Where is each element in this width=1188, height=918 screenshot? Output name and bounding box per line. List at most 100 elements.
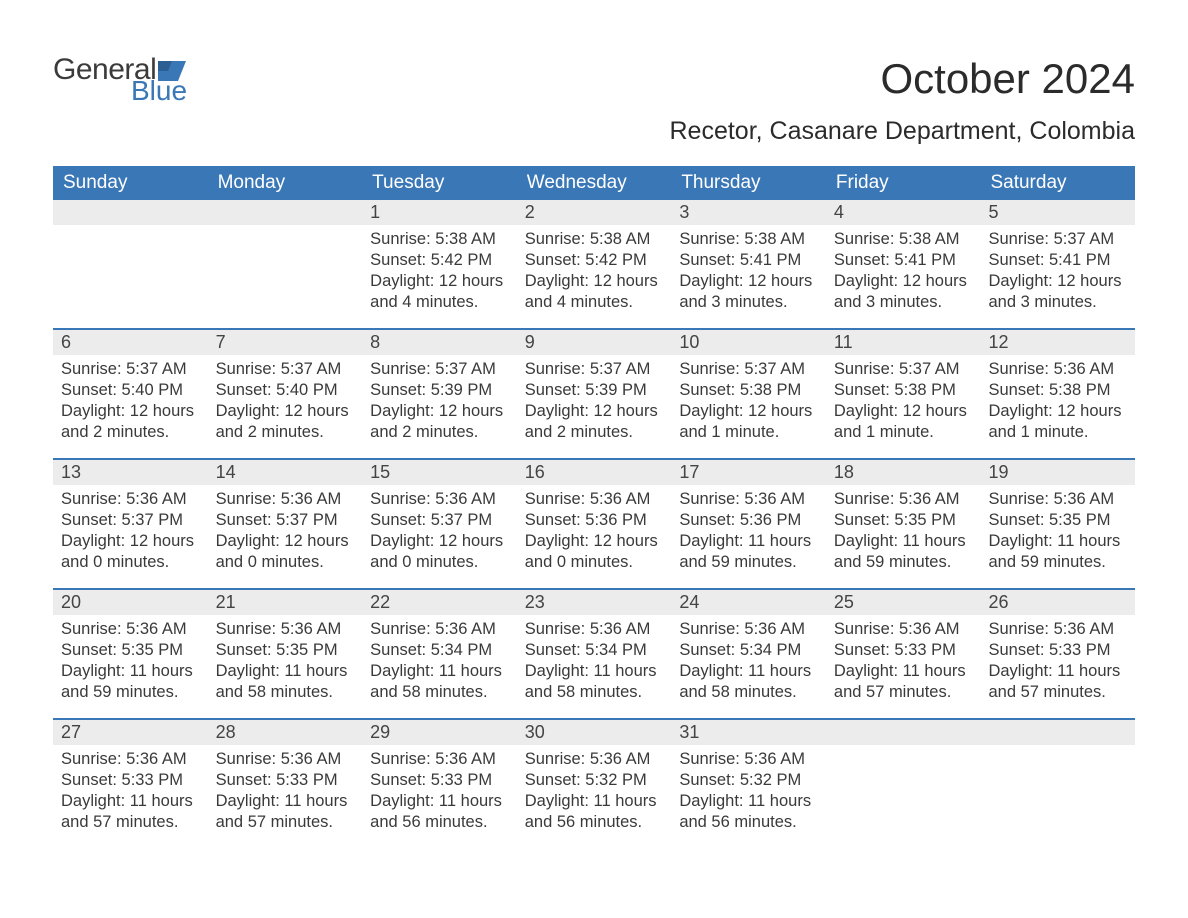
day-content-line: and 0 minutes. (216, 552, 355, 573)
brand-logo: General Blue (53, 55, 187, 105)
day-number: 29 (362, 720, 517, 745)
day-content-line: and 57 minutes. (61, 812, 200, 833)
day-content-line: Daylight: 11 hours (525, 661, 664, 682)
day-content-line: Sunset: 5:37 PM (61, 510, 200, 531)
day-content: Sunrise: 5:38 AMSunset: 5:41 PMDaylight:… (826, 225, 981, 319)
day-number: 19 (980, 460, 1135, 485)
day-content-line: Daylight: 11 hours (370, 661, 509, 682)
day-content-line: Daylight: 12 hours (525, 531, 664, 552)
day-content-line: Daylight: 12 hours (370, 271, 509, 292)
day-content: Sunrise: 5:36 AMSunset: 5:33 PMDaylight:… (362, 745, 517, 839)
day-content-line: and 2 minutes. (525, 422, 664, 443)
calendar-cell: 18Sunrise: 5:36 AMSunset: 5:35 PMDayligh… (826, 460, 981, 588)
day-content-line: Sunrise: 5:36 AM (370, 749, 509, 770)
day-content-line: and 58 minutes. (370, 682, 509, 703)
day-number: 7 (208, 330, 363, 355)
day-number: 11 (826, 330, 981, 355)
day-content-line: Daylight: 12 hours (679, 401, 818, 422)
day-content-line: Sunset: 5:34 PM (679, 640, 818, 661)
calendar-cell (53, 200, 208, 328)
day-number: 5 (980, 200, 1135, 225)
day-number: 12 (980, 330, 1135, 355)
day-content: Sunrise: 5:36 AMSunset: 5:33 PMDaylight:… (826, 615, 981, 709)
day-content-line: and 57 minutes. (834, 682, 973, 703)
day-content-line: Sunrise: 5:37 AM (61, 359, 200, 380)
day-content-line: Sunset: 5:40 PM (61, 380, 200, 401)
calendar-cell: 16Sunrise: 5:36 AMSunset: 5:36 PMDayligh… (517, 460, 672, 588)
day-number: 16 (517, 460, 672, 485)
day-number: 26 (980, 590, 1135, 615)
calendar-cell: 22Sunrise: 5:36 AMSunset: 5:34 PMDayligh… (362, 590, 517, 718)
day-content-line: Sunset: 5:42 PM (370, 250, 509, 271)
day-content: Sunrise: 5:36 AMSunset: 5:32 PMDaylight:… (671, 745, 826, 839)
dayheader-saturday: Saturday (980, 166, 1135, 200)
calendar-table: Sunday Monday Tuesday Wednesday Thursday… (53, 166, 1135, 848)
day-content-line: Daylight: 12 hours (216, 401, 355, 422)
day-content-line: Sunrise: 5:36 AM (834, 619, 973, 640)
dayheader-tuesday: Tuesday (362, 166, 517, 200)
day-content-line: Sunset: 5:35 PM (216, 640, 355, 661)
day-content-line: Sunrise: 5:36 AM (525, 749, 664, 770)
day-content-line: Sunset: 5:33 PM (370, 770, 509, 791)
day-content-line: Daylight: 12 hours (679, 271, 818, 292)
day-content-line: Sunset: 5:33 PM (216, 770, 355, 791)
day-number: 15 (362, 460, 517, 485)
month-title: October 2024 (669, 55, 1135, 103)
day-number: 30 (517, 720, 672, 745)
day-content-line: and 2 minutes. (216, 422, 355, 443)
day-number: 14 (208, 460, 363, 485)
day-content-line: Sunset: 5:37 PM (216, 510, 355, 531)
day-content-line: and 2 minutes. (370, 422, 509, 443)
day-content-line: Daylight: 12 hours (525, 271, 664, 292)
calendar-cell (826, 720, 981, 848)
day-content-line: Sunrise: 5:36 AM (61, 619, 200, 640)
day-content-line: and 59 minutes. (988, 552, 1127, 573)
day-content-line: Sunrise: 5:38 AM (370, 229, 509, 250)
day-content-line: Sunset: 5:32 PM (525, 770, 664, 791)
day-content: Sunrise: 5:36 AMSunset: 5:37 PMDaylight:… (208, 485, 363, 579)
day-content: Sunrise: 5:36 AMSunset: 5:34 PMDaylight:… (671, 615, 826, 709)
day-content-line: Sunrise: 5:37 AM (834, 359, 973, 380)
calendar-cell: 13Sunrise: 5:36 AMSunset: 5:37 PMDayligh… (53, 460, 208, 588)
calendar-cell: 2Sunrise: 5:38 AMSunset: 5:42 PMDaylight… (517, 200, 672, 328)
day-content-line: Sunrise: 5:36 AM (525, 489, 664, 510)
day-number: 13 (53, 460, 208, 485)
day-number: 25 (826, 590, 981, 615)
calendar-cell: 9Sunrise: 5:37 AMSunset: 5:39 PMDaylight… (517, 330, 672, 458)
calendar-cell: 30Sunrise: 5:36 AMSunset: 5:32 PMDayligh… (517, 720, 672, 848)
day-content-line: Sunrise: 5:36 AM (216, 749, 355, 770)
day-content-line: and 56 minutes. (370, 812, 509, 833)
day-number: 10 (671, 330, 826, 355)
day-content-line: and 57 minutes. (988, 682, 1127, 703)
day-number (980, 720, 1135, 745)
day-content-line: Sunrise: 5:37 AM (679, 359, 818, 380)
day-content-line: Sunrise: 5:37 AM (988, 229, 1127, 250)
day-content-line: Daylight: 11 hours (988, 661, 1127, 682)
day-content-line: Sunset: 5:38 PM (834, 380, 973, 401)
day-number: 22 (362, 590, 517, 615)
calendar-cell: 11Sunrise: 5:37 AMSunset: 5:38 PMDayligh… (826, 330, 981, 458)
day-content-line: Sunrise: 5:36 AM (988, 359, 1127, 380)
day-content-line: Sunset: 5:38 PM (988, 380, 1127, 401)
calendar-body: 1Sunrise: 5:38 AMSunset: 5:42 PMDaylight… (53, 200, 1135, 848)
calendar-cell: 3Sunrise: 5:38 AMSunset: 5:41 PMDaylight… (671, 200, 826, 328)
day-content: Sunrise: 5:36 AMSunset: 5:35 PMDaylight:… (826, 485, 981, 579)
day-content-line: Sunset: 5:40 PM (216, 380, 355, 401)
day-number: 21 (208, 590, 363, 615)
day-content-line: Daylight: 12 hours (834, 271, 973, 292)
day-number: 8 (362, 330, 517, 355)
day-content: Sunrise: 5:38 AMSunset: 5:41 PMDaylight:… (671, 225, 826, 319)
day-content-line: Sunrise: 5:37 AM (216, 359, 355, 380)
day-content-line: Daylight: 12 hours (61, 401, 200, 422)
day-content-line: Sunset: 5:39 PM (525, 380, 664, 401)
day-content-line: and 59 minutes. (61, 682, 200, 703)
calendar-cell: 1Sunrise: 5:38 AMSunset: 5:42 PMDaylight… (362, 200, 517, 328)
day-number (53, 200, 208, 225)
day-content: Sunrise: 5:36 AMSunset: 5:37 PMDaylight:… (53, 485, 208, 579)
day-content-line: and 1 minute. (834, 422, 973, 443)
calendar-cell: 4Sunrise: 5:38 AMSunset: 5:41 PMDaylight… (826, 200, 981, 328)
calendar-cell: 25Sunrise: 5:36 AMSunset: 5:33 PMDayligh… (826, 590, 981, 718)
day-content-line: Sunrise: 5:38 AM (679, 229, 818, 250)
day-content-line: Sunrise: 5:36 AM (370, 619, 509, 640)
day-number: 28 (208, 720, 363, 745)
